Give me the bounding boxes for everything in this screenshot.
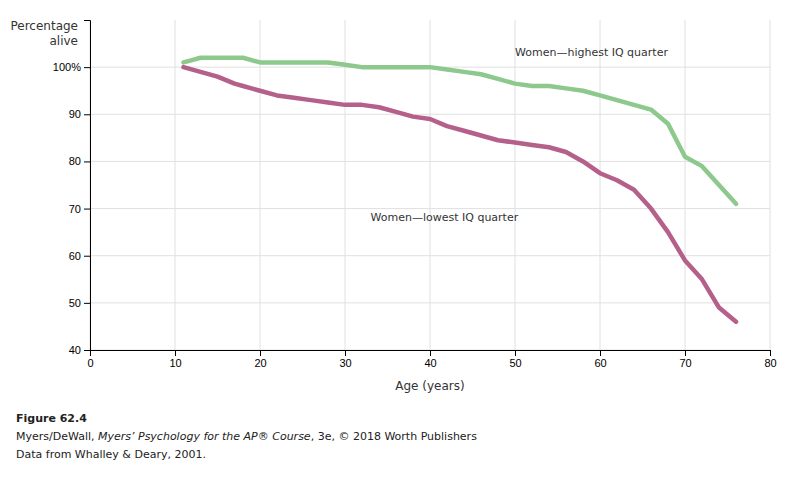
caption-text: Myers/DeWall,	[16, 430, 98, 443]
y-tick-label: 50	[69, 297, 81, 309]
annotations: Women—highest IQ quarter Women—lowest IQ …	[371, 46, 669, 224]
lines	[184, 58, 737, 322]
grid-line-y	[90, 114, 770, 115]
y-tick: 50	[69, 297, 90, 309]
x-axis-title: Age (years)	[395, 379, 464, 393]
y-axis-title-line: alive	[49, 34, 78, 48]
plot: 0 10 20 30 40 50 60 70 80 40 50 60 70 80 90 100% Women—h…	[53, 20, 777, 369]
y-tick: 80	[69, 155, 90, 167]
y-tick: 40	[69, 344, 90, 356]
x-tick: 30	[339, 350, 351, 369]
x-tick: 70	[679, 350, 691, 369]
x-tick-label: 40	[424, 357, 436, 369]
x-tick-mark	[175, 350, 176, 356]
y-tick: 60	[69, 250, 90, 262]
grid	[90, 20, 770, 350]
annotation: Women—lowest IQ quarter	[371, 211, 519, 224]
caption-line: Myers/DeWall, Myers’ Psychology for the …	[16, 430, 477, 443]
x-tick: 0	[87, 350, 93, 369]
x-tick-mark	[770, 350, 771, 356]
x-tick-mark	[600, 350, 601, 356]
y-tick-mark	[84, 67, 90, 68]
y-tick-label: 60	[69, 250, 81, 262]
chart: 0 10 20 30 40 50 60 70 80 40 50 60 70 80 90 100% Women—h…	[0, 0, 800, 480]
x-tick-label: 50	[509, 357, 521, 369]
x-tick-mark	[260, 350, 261, 356]
y-tick-label: 80	[69, 155, 81, 167]
y-tick: 90	[69, 108, 90, 120]
caption-text: Figure 62.4	[16, 412, 87, 425]
grid-line-x	[430, 20, 431, 350]
grid-line-x	[685, 20, 686, 350]
grid-line-y	[90, 208, 770, 209]
y-tick-label: 100%	[53, 61, 81, 73]
y-tick-mark	[84, 303, 90, 304]
x-tick-label: 60	[594, 357, 606, 369]
x-tick-label: 20	[254, 357, 266, 369]
y-tick-mark	[84, 114, 90, 115]
y-tick-label: 40	[69, 344, 81, 356]
annotation: Women—highest IQ quarter	[515, 46, 668, 59]
x-tick-label: 0	[87, 357, 93, 369]
grid-line-x	[345, 20, 346, 350]
grid-line-y	[90, 302, 770, 303]
y-tick-mark	[84, 350, 90, 351]
x-axis-line	[91, 351, 771, 357]
grid-line-x	[515, 20, 516, 350]
y-axis-title-line: Percentage	[10, 19, 78, 33]
x-tick-label: 80	[764, 357, 776, 369]
caption-line: Data from Whalley & Deary, 2001.	[16, 448, 206, 461]
y-tick: 70	[69, 203, 90, 215]
y-tick-mark	[84, 256, 90, 257]
grid-line-x	[175, 20, 176, 350]
grid-line-x	[600, 20, 601, 350]
y-axis-line	[84, 21, 91, 351]
grid-line-y	[90, 161, 770, 162]
y-tick-label: 90	[69, 108, 81, 120]
y-axis: 40 50 60 70 80 90 100%	[53, 21, 91, 357]
grid-line-x	[770, 20, 771, 350]
x-tick-mark	[685, 350, 686, 356]
x-tick: 40	[424, 350, 436, 369]
caption-text: Data from Whalley & Deary, 2001.	[16, 448, 206, 461]
y-tick-mark	[84, 161, 90, 162]
x-tick: 50	[509, 350, 521, 369]
grid-line-y	[90, 255, 770, 256]
x-tick: 80	[764, 350, 776, 369]
x-tick-mark	[430, 350, 431, 356]
x-tick-label: 70	[679, 357, 691, 369]
y-tick-mark	[84, 209, 90, 210]
x-axis: 0 10 20 30 40 50 60 70 80	[87, 350, 776, 369]
x-tick-mark	[515, 350, 516, 356]
x-tick-label: 10	[169, 357, 181, 369]
x-tick: 20	[254, 350, 266, 369]
caption-text: , 3e, © 2018 Worth Publishers	[311, 430, 478, 443]
x-tick: 60	[594, 350, 606, 369]
caption-line: Figure 62.4	[16, 412, 87, 425]
x-tick-mark	[345, 350, 346, 356]
y-tick-label: 70	[69, 203, 81, 215]
x-tick: 10	[169, 350, 181, 369]
caption-text: Myers’ Psychology for the AP® Course	[98, 430, 311, 443]
y-tick: 100%	[53, 61, 90, 73]
y-axis-title: Percentagealive	[10, 19, 78, 48]
series-line	[184, 67, 737, 322]
grid-line-x	[260, 20, 261, 350]
x-tick-label: 30	[339, 357, 351, 369]
